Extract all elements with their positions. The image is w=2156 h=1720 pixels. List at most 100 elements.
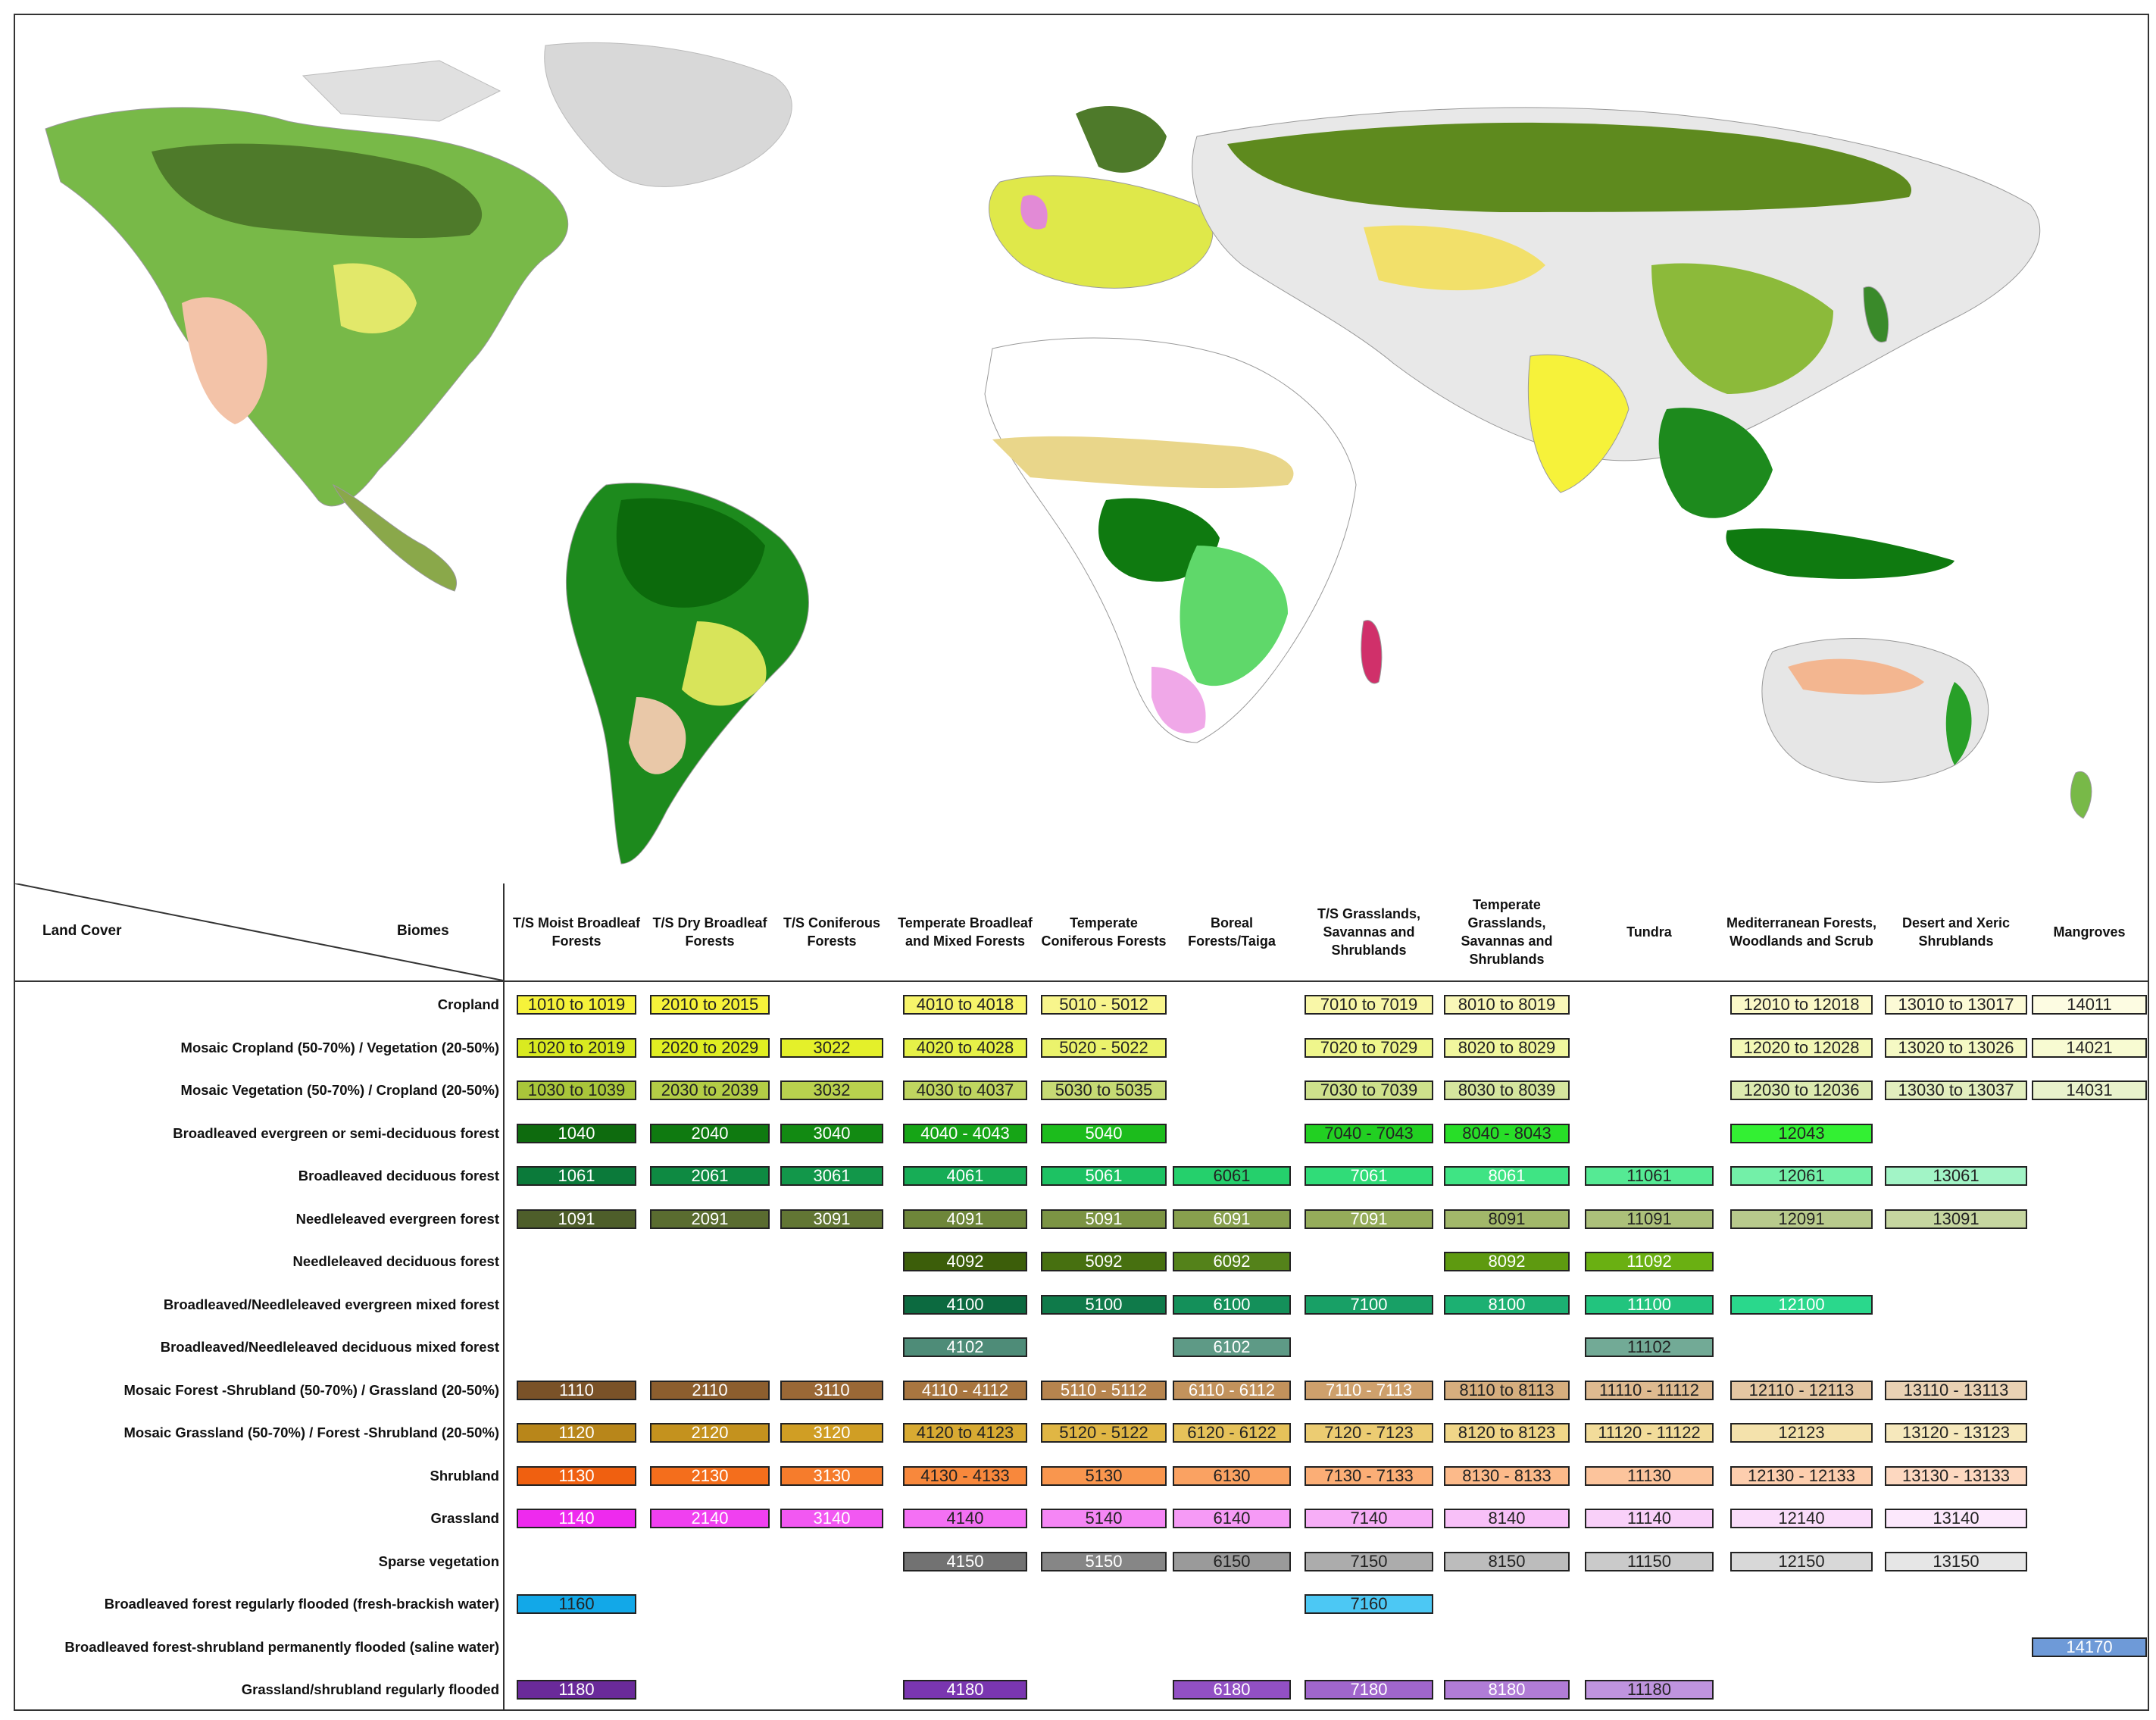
land-cover-code-swatch: 5061 bbox=[1041, 1166, 1167, 1186]
land-cover-code-swatch: 4010 to 4018 bbox=[903, 995, 1027, 1015]
land-cover-code-swatch: 3110 bbox=[780, 1380, 883, 1400]
land-cover-code-swatch: 4110 - 4112 bbox=[903, 1380, 1027, 1400]
biome-header: Mangroves bbox=[2053, 924, 2126, 940]
land-cover-label: Broadleaved forest-shrubland permanently… bbox=[64, 1638, 499, 1655]
land-cover-label: Needleleaved evergreen forest bbox=[295, 1210, 499, 1227]
land-cover-code-swatch: 13020 to 13026 bbox=[1885, 1037, 2027, 1058]
congo-forest bbox=[1098, 498, 1220, 582]
land-cover-code-swatch: 7160 bbox=[1305, 1594, 1433, 1614]
land-cover-code-swatch: 12140 bbox=[1730, 1509, 1873, 1528]
biomes-axis-title: Biomes bbox=[397, 923, 449, 939]
british-isles bbox=[1020, 195, 1048, 230]
land-cover-code-swatch: 13110 - 13113 bbox=[1885, 1380, 2027, 1400]
land-cover-code-swatch: 6150 bbox=[1173, 1551, 1291, 1571]
land-cover-code-swatch: 6130 bbox=[1173, 1465, 1291, 1486]
biome-header: T/S Dry Broadleaf Forests bbox=[652, 915, 767, 949]
land-cover-label: Broadleaved forest regularly flooded (fr… bbox=[104, 1596, 499, 1612]
central-asia-grass bbox=[1364, 225, 1545, 291]
land-cover-code-swatch: 2120 bbox=[650, 1423, 770, 1443]
land-cover-code-swatch: 12010 to 12018 bbox=[1730, 995, 1873, 1015]
land-cover-code-swatch: 2020 to 2029 bbox=[650, 1037, 770, 1058]
land-cover-code-swatch: 8030 to 8039 bbox=[1444, 1080, 1570, 1100]
corner-diagonal-line bbox=[15, 883, 503, 980]
land-cover-code-swatch: 8010 to 8019 bbox=[1444, 995, 1570, 1015]
land-cover-label: Needleleaved deciduous forest bbox=[292, 1253, 499, 1269]
land-cover-code-swatch: 3022 bbox=[780, 1037, 883, 1058]
biome-header: Temperate Coniferous Forests bbox=[1041, 915, 1167, 949]
land-cover-code-swatch: 13091 bbox=[1885, 1209, 2027, 1229]
land-cover-code-swatch: 6061 bbox=[1173, 1166, 1291, 1186]
land-cover-code-swatch: 7140 bbox=[1305, 1509, 1433, 1528]
land-cover-code-swatch: 4020 to 4028 bbox=[903, 1037, 1027, 1058]
land-cover-code-swatch: 3130 bbox=[780, 1465, 883, 1486]
europe bbox=[989, 175, 1214, 289]
legend-header-row: Land Cover Biomes T/S Moist Broadleaf Fo… bbox=[15, 883, 2148, 982]
land-cover-code-swatch: 1140 bbox=[517, 1509, 636, 1528]
land-cover-code-swatch: 5092 bbox=[1041, 1252, 1167, 1271]
land-cover-code-swatch: 5040 bbox=[1041, 1123, 1167, 1143]
land-cover-code-swatch: 8061 bbox=[1444, 1166, 1570, 1186]
land-cover-code-swatch: 1040 bbox=[517, 1123, 636, 1143]
land-cover-code-swatch: 7020 to 7029 bbox=[1305, 1037, 1433, 1058]
land-cover-code-swatch: 4130 - 4133 bbox=[903, 1465, 1027, 1486]
biome-header: Temperate Grasslands, Savannas and Shrub… bbox=[1461, 897, 1553, 967]
china bbox=[1651, 263, 1833, 394]
land-cover-code-swatch: 1130 bbox=[517, 1465, 636, 1486]
land-cover-label: Broadleaved/Needleleaved evergreen mixed… bbox=[163, 1296, 499, 1312]
land-cover-code-swatch: 11130 bbox=[1585, 1465, 1714, 1486]
na-west-shrub bbox=[182, 297, 267, 424]
world-map-graphic bbox=[45, 42, 2092, 865]
land-cover-code-swatch: 1120 bbox=[517, 1423, 636, 1443]
southern-africa bbox=[1151, 667, 1206, 733]
land-cover-code-swatch: 12100 bbox=[1730, 1294, 1873, 1315]
world-land-cover-map bbox=[14, 14, 2149, 887]
land-cover-label: Sparse vegetation bbox=[378, 1553, 499, 1569]
land-cover-code-swatch: 3091 bbox=[780, 1209, 883, 1229]
land-cover-code-swatch: 8020 to 8029 bbox=[1444, 1037, 1570, 1058]
land-cover-code-swatch: 13120 - 13123 bbox=[1885, 1423, 2027, 1443]
land-cover-code-swatch: 7110 - 7113 bbox=[1305, 1380, 1433, 1400]
land-cover-code-swatch: 2110 bbox=[650, 1380, 770, 1400]
land-cover-code-swatch: 11091 bbox=[1585, 1209, 1714, 1229]
land-cover-code-swatch: 2040 bbox=[650, 1123, 770, 1143]
land-cover-code-swatch: 3120 bbox=[780, 1423, 883, 1443]
biome-header: Boreal Forests/Taiga bbox=[1188, 915, 1276, 949]
land-cover-code-swatch: 12043 bbox=[1730, 1123, 1873, 1143]
land-cover-label: Shrubland bbox=[430, 1467, 499, 1484]
land-cover-code-swatch: 7180 bbox=[1305, 1680, 1433, 1700]
land-cover-code-swatch: 2091 bbox=[650, 1209, 770, 1229]
land-cover-code-swatch: 5140 bbox=[1041, 1509, 1167, 1528]
central-america bbox=[332, 483, 458, 592]
land-cover-code-swatch: 7150 bbox=[1305, 1551, 1433, 1571]
land-cover-label: Mosaic Vegetation (50-70%) / Cropland (2… bbox=[180, 1082, 499, 1098]
land-cover-code-swatch: 6140 bbox=[1173, 1509, 1291, 1528]
land-cover-code-swatch: 6110 - 6112 bbox=[1173, 1380, 1291, 1400]
land-cover-label: Cropland bbox=[437, 996, 499, 1012]
indonesia bbox=[1726, 528, 1954, 579]
land-cover-label: Mosaic Forest -Shrubland (50-70%) / Gras… bbox=[123, 1381, 499, 1398]
sa-amazon bbox=[616, 498, 765, 608]
land-cover-code-swatch: 5010 - 5012 bbox=[1041, 995, 1167, 1015]
land-cover-code-swatch: 13061 bbox=[1885, 1166, 2027, 1186]
sa-pampas bbox=[629, 697, 686, 774]
land-cover-code-swatch: 1091 bbox=[517, 1209, 636, 1229]
land-cover-code-swatch: 14011 bbox=[2032, 995, 2147, 1015]
land-cover-code-swatch: 6180 bbox=[1173, 1680, 1291, 1700]
na-canada-forest bbox=[152, 143, 483, 239]
land-cover-code-swatch: 11092 bbox=[1585, 1252, 1714, 1271]
na-cropland bbox=[333, 263, 417, 333]
land-cover-code-swatch: 4102 bbox=[903, 1337, 1027, 1357]
madagascar bbox=[1361, 620, 1383, 684]
land-cover-code-swatch: 3032 bbox=[780, 1080, 883, 1100]
land-cover-code-swatch: 6092 bbox=[1173, 1252, 1291, 1271]
east-africa-savanna bbox=[1180, 546, 1288, 686]
land-cover-label: Grassland bbox=[430, 1510, 500, 1526]
land-cover-code-swatch: 5030 to 5035 bbox=[1041, 1080, 1167, 1100]
legend-corner-cell: Land Cover Biomes bbox=[15, 883, 505, 980]
biome-header: Desert and Xeric Shrublands bbox=[1901, 915, 2011, 949]
land-cover-code-swatch: 8040 - 8043 bbox=[1444, 1123, 1570, 1143]
biome-header: Tundra bbox=[1626, 924, 1672, 940]
biome-header: Mediterranean Forests, Woodlands and Scr… bbox=[1726, 915, 1877, 949]
land-cover-label: Broadleaved evergreen or semi-deciduous … bbox=[173, 1124, 499, 1141]
land-cover-code-swatch: 8150 bbox=[1444, 1551, 1570, 1571]
